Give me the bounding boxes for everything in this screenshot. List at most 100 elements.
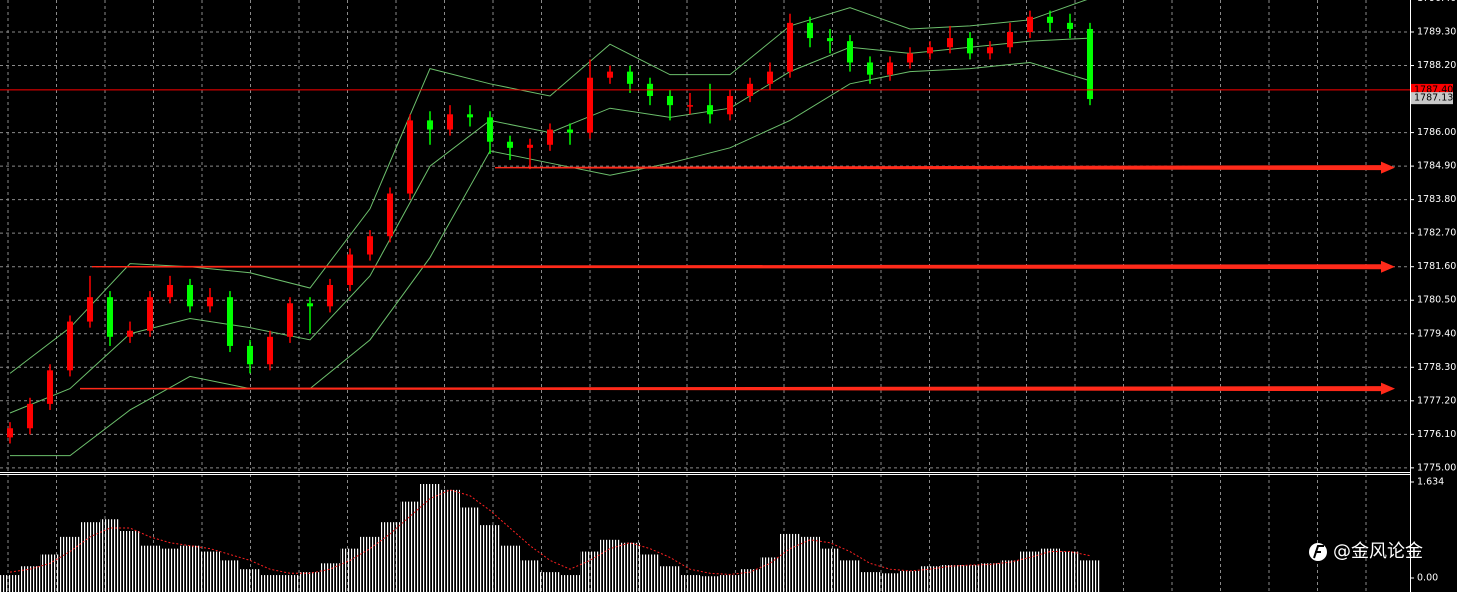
candle-body [1027,16,1033,33]
candle-body [447,114,453,130]
histogram-bar [1000,560,1020,592]
candle-body [427,120,433,130]
candle-body [527,144,533,148]
histogram-bar [840,560,860,592]
candle-body [367,236,373,255]
y-tick-label: 1777.20 [1417,395,1456,406]
candle-body [567,129,573,133]
histogram-bar [780,533,800,592]
candle-body [727,96,733,115]
y-tick-label: 1781.60 [1417,261,1456,272]
histogram-bar [340,548,360,592]
histogram-bar [860,572,880,592]
candle-body [167,284,173,298]
candle-body [827,38,833,42]
candle-body [247,345,253,365]
price-label: 1787.13 [1414,93,1453,104]
arrow [80,382,1395,395]
candle-body [667,96,673,106]
candle-body [507,141,513,148]
candle-body [587,77,593,133]
histogram-bar [560,575,580,592]
candle-body [407,120,413,194]
y-tick-label: 1784.90 [1417,161,1456,172]
histogram-bar [260,575,280,592]
candle-body [27,403,33,429]
histogram-bar [100,519,120,592]
candle-body [967,38,973,54]
histogram-bar [900,570,920,592]
candle-body [67,321,73,371]
histogram-bar [200,551,220,592]
histogram-bar [680,575,700,592]
main-panel [0,0,1410,472]
histogram-bar [480,525,500,592]
candle-body [127,330,133,337]
candle-body [287,303,293,337]
candle-body [707,105,713,115]
candle-body [927,47,933,54]
candle-body [907,53,913,63]
arrow [92,260,1395,273]
candle-body [7,428,13,438]
candle-body [887,62,893,75]
candle-body [487,117,493,142]
y-tick-label: 1780.50 [1417,295,1456,306]
y-tick-label: 1.634 [1417,477,1444,488]
candle-body [1047,16,1053,23]
candle-body [107,297,113,337]
histogram-bar [40,554,60,592]
candle-body [787,22,793,72]
histogram-bar [1040,548,1060,592]
histogram-bar [400,501,420,592]
histogram-bar [440,489,460,592]
histogram-bar [280,575,300,592]
histogram-bar [600,539,620,592]
candle-body [687,105,693,107]
price-label-box [1411,92,1453,105]
histogram-bar [140,545,160,592]
candle-body [87,297,93,322]
histogram-bar [180,545,200,592]
histogram-bar [920,566,940,592]
y-tick-label: 1776.10 [1417,429,1456,440]
histogram-bar [980,563,1000,592]
watermark-text: @金风论金 [1333,541,1423,562]
indicator-panel [0,474,1367,592]
histogram-bar [500,545,520,592]
histogram-bar [820,548,840,592]
candle-body [187,284,193,307]
price-axis: 1775.00 1776.10 1777.20 1778.30 1779.40 1780.… [1410,0,1456,584]
y-tick-label: 1779.40 [1417,328,1456,339]
histogram-bar [380,522,400,592]
price-label: 1787.40 [1414,84,1453,95]
y-tick-label: 1788.20 [1417,60,1456,71]
candle-body [987,47,993,54]
histogram-bar [220,560,240,592]
candle-body [267,336,273,365]
histogram-bar [1020,551,1040,592]
histogram-bar [460,507,480,592]
candle-body [607,71,613,78]
watermark-logo-mark [1313,545,1324,559]
histogram-bar [1080,560,1100,592]
candle-body [1087,28,1093,100]
histogram-bar [320,563,340,592]
candle-body [1007,32,1013,48]
candle-body [47,370,53,404]
candle-body [207,297,213,307]
candle-body [467,114,473,118]
candle-body [1067,22,1073,29]
histogram-bar [660,566,680,592]
candle-body [387,193,393,237]
histogram-bar [620,542,640,592]
candle-body [627,71,633,84]
candle-body [347,254,353,285]
histogram-bar [120,530,140,592]
histogram-bar [940,565,960,592]
histogram-bar [960,565,980,592]
histogram-bar [580,551,600,592]
signal-line [9,489,1091,575]
